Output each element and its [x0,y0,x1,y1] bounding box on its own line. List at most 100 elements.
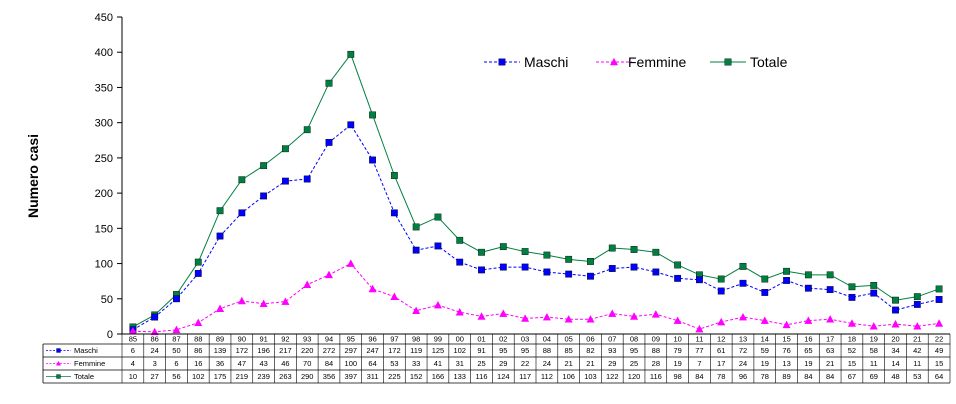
data-label-totale: 69 [870,372,878,381]
point-maschi [935,296,943,303]
x-tick-label: 12 [717,335,725,344]
point-femmine [651,310,660,318]
data-label-totale: 133 [453,372,466,381]
data-label-femmine: 6 [174,359,178,368]
point-maschi [238,209,246,217]
data-label-femmine: 16 [194,359,202,368]
point-totale [608,244,616,252]
data-label-maschi: 297 [345,346,358,355]
point-femmine [521,314,530,322]
data-label-maschi: 52 [848,346,856,355]
data-label-maschi: 88 [543,346,551,355]
data-label-maschi: 82 [586,346,594,355]
data-label-totale: 397 [345,372,358,381]
y-tick-label: 50 [101,294,113,306]
x-tick-label: 16 [804,335,812,344]
point-totale [412,223,420,231]
data-label-totale: 89 [782,372,790,381]
x-tick-label: 85 [129,335,137,344]
point-totale [216,207,224,215]
point-femmine [913,322,922,330]
point-totale [521,248,529,255]
data-label-totale: 225 [388,372,401,381]
legend-marker-totale [724,58,732,66]
x-tick-label: 18 [848,335,856,344]
data-label-totale: 98 [673,372,681,381]
point-totale [870,281,878,289]
x-tick-label: 21 [913,335,921,344]
x-tick-label: 05 [565,335,573,344]
point-femmine [194,318,203,327]
y-axis-label: Numero casi [25,134,41,218]
data-label-femmine: 7 [697,359,701,368]
data-label-femmine: 11 [870,359,878,368]
data-label-totale: 124 [497,372,510,381]
y-tick-label: 400 [95,47,113,59]
point-maschi [674,274,682,282]
point-maschi [521,263,529,271]
point-maschi [913,301,921,308]
series-line-femmine [132,262,940,333]
point-femmine [847,319,856,327]
data-label-totale: 166 [432,372,445,381]
point-totale [739,262,747,270]
point-totale [347,50,355,58]
data-label-totale: 120 [628,372,641,381]
point-totale [717,275,725,283]
data-label-totale: 122 [606,372,619,381]
data-label-totale: 356 [323,372,336,381]
point-femmine [586,315,595,323]
data-label-maschi: 24 [151,346,159,355]
data-label-totale: 290 [301,372,314,381]
data-label-maschi: 61 [717,346,725,355]
point-maschi [194,270,202,277]
x-tick-label: 17 [826,335,834,344]
data-label-maschi: 42 [913,346,921,355]
point-maschi [260,192,268,200]
data-label-maschi: 91 [477,346,485,355]
data-label-totale: 112 [541,372,553,381]
series-line-maschi [132,124,940,331]
point-maschi [870,289,878,297]
data-label-totale: 152 [410,372,423,381]
data-label-maschi: 272 [323,346,336,355]
data-label-femmine: 19 [761,359,769,368]
data-table: 85 86 87 88 89 90 91 92 93 94 95 96 97 98 99 00 01 02 03 04… [42,333,951,384]
data-label-maschi: 85 [565,346,573,355]
point-maschi [303,175,311,183]
point-totale [783,267,790,275]
data-label-totale: 116 [650,372,662,381]
data-label-maschi: 34 [891,346,899,355]
data-label-femmine: 25 [477,359,485,368]
y-axis: 0 50 100 150 200 250 300 350 400 450 [95,12,123,341]
point-maschi [456,258,464,266]
point-totale [630,246,638,253]
y-tick-label: 350 [95,82,113,94]
point-maschi [412,246,420,254]
point-maschi [892,306,899,314]
data-label-totale: 84 [804,372,812,381]
x-tick-label: 11 [696,335,704,344]
x-tick-label: 89 [216,335,224,344]
point-femmine [826,315,835,323]
point-femmine [760,316,769,324]
point-femmine [216,304,225,312]
data-label-femmine: 47 [238,359,246,368]
x-tick-label: 08 [630,335,638,344]
x-tick-label: 94 [325,335,333,344]
data-label-totale: 219 [236,372,249,381]
point-femmine [390,292,399,300]
point-maschi [608,265,616,272]
point-maschi [565,270,573,278]
x-tick-label: 92 [281,335,289,344]
x-tick-label: 90 [238,335,246,344]
point-femmine [368,284,377,293]
point-femmine [804,316,813,324]
x-tick-label: 93 [303,335,311,344]
x-tick-label: 15 [782,335,790,344]
y-tick-label: 450 [95,12,113,24]
point-totale [913,293,921,301]
x-tick-label: 95 [347,335,355,344]
x-tick-label: 20 [891,335,899,344]
data-label-femmine: 15 [848,359,856,368]
